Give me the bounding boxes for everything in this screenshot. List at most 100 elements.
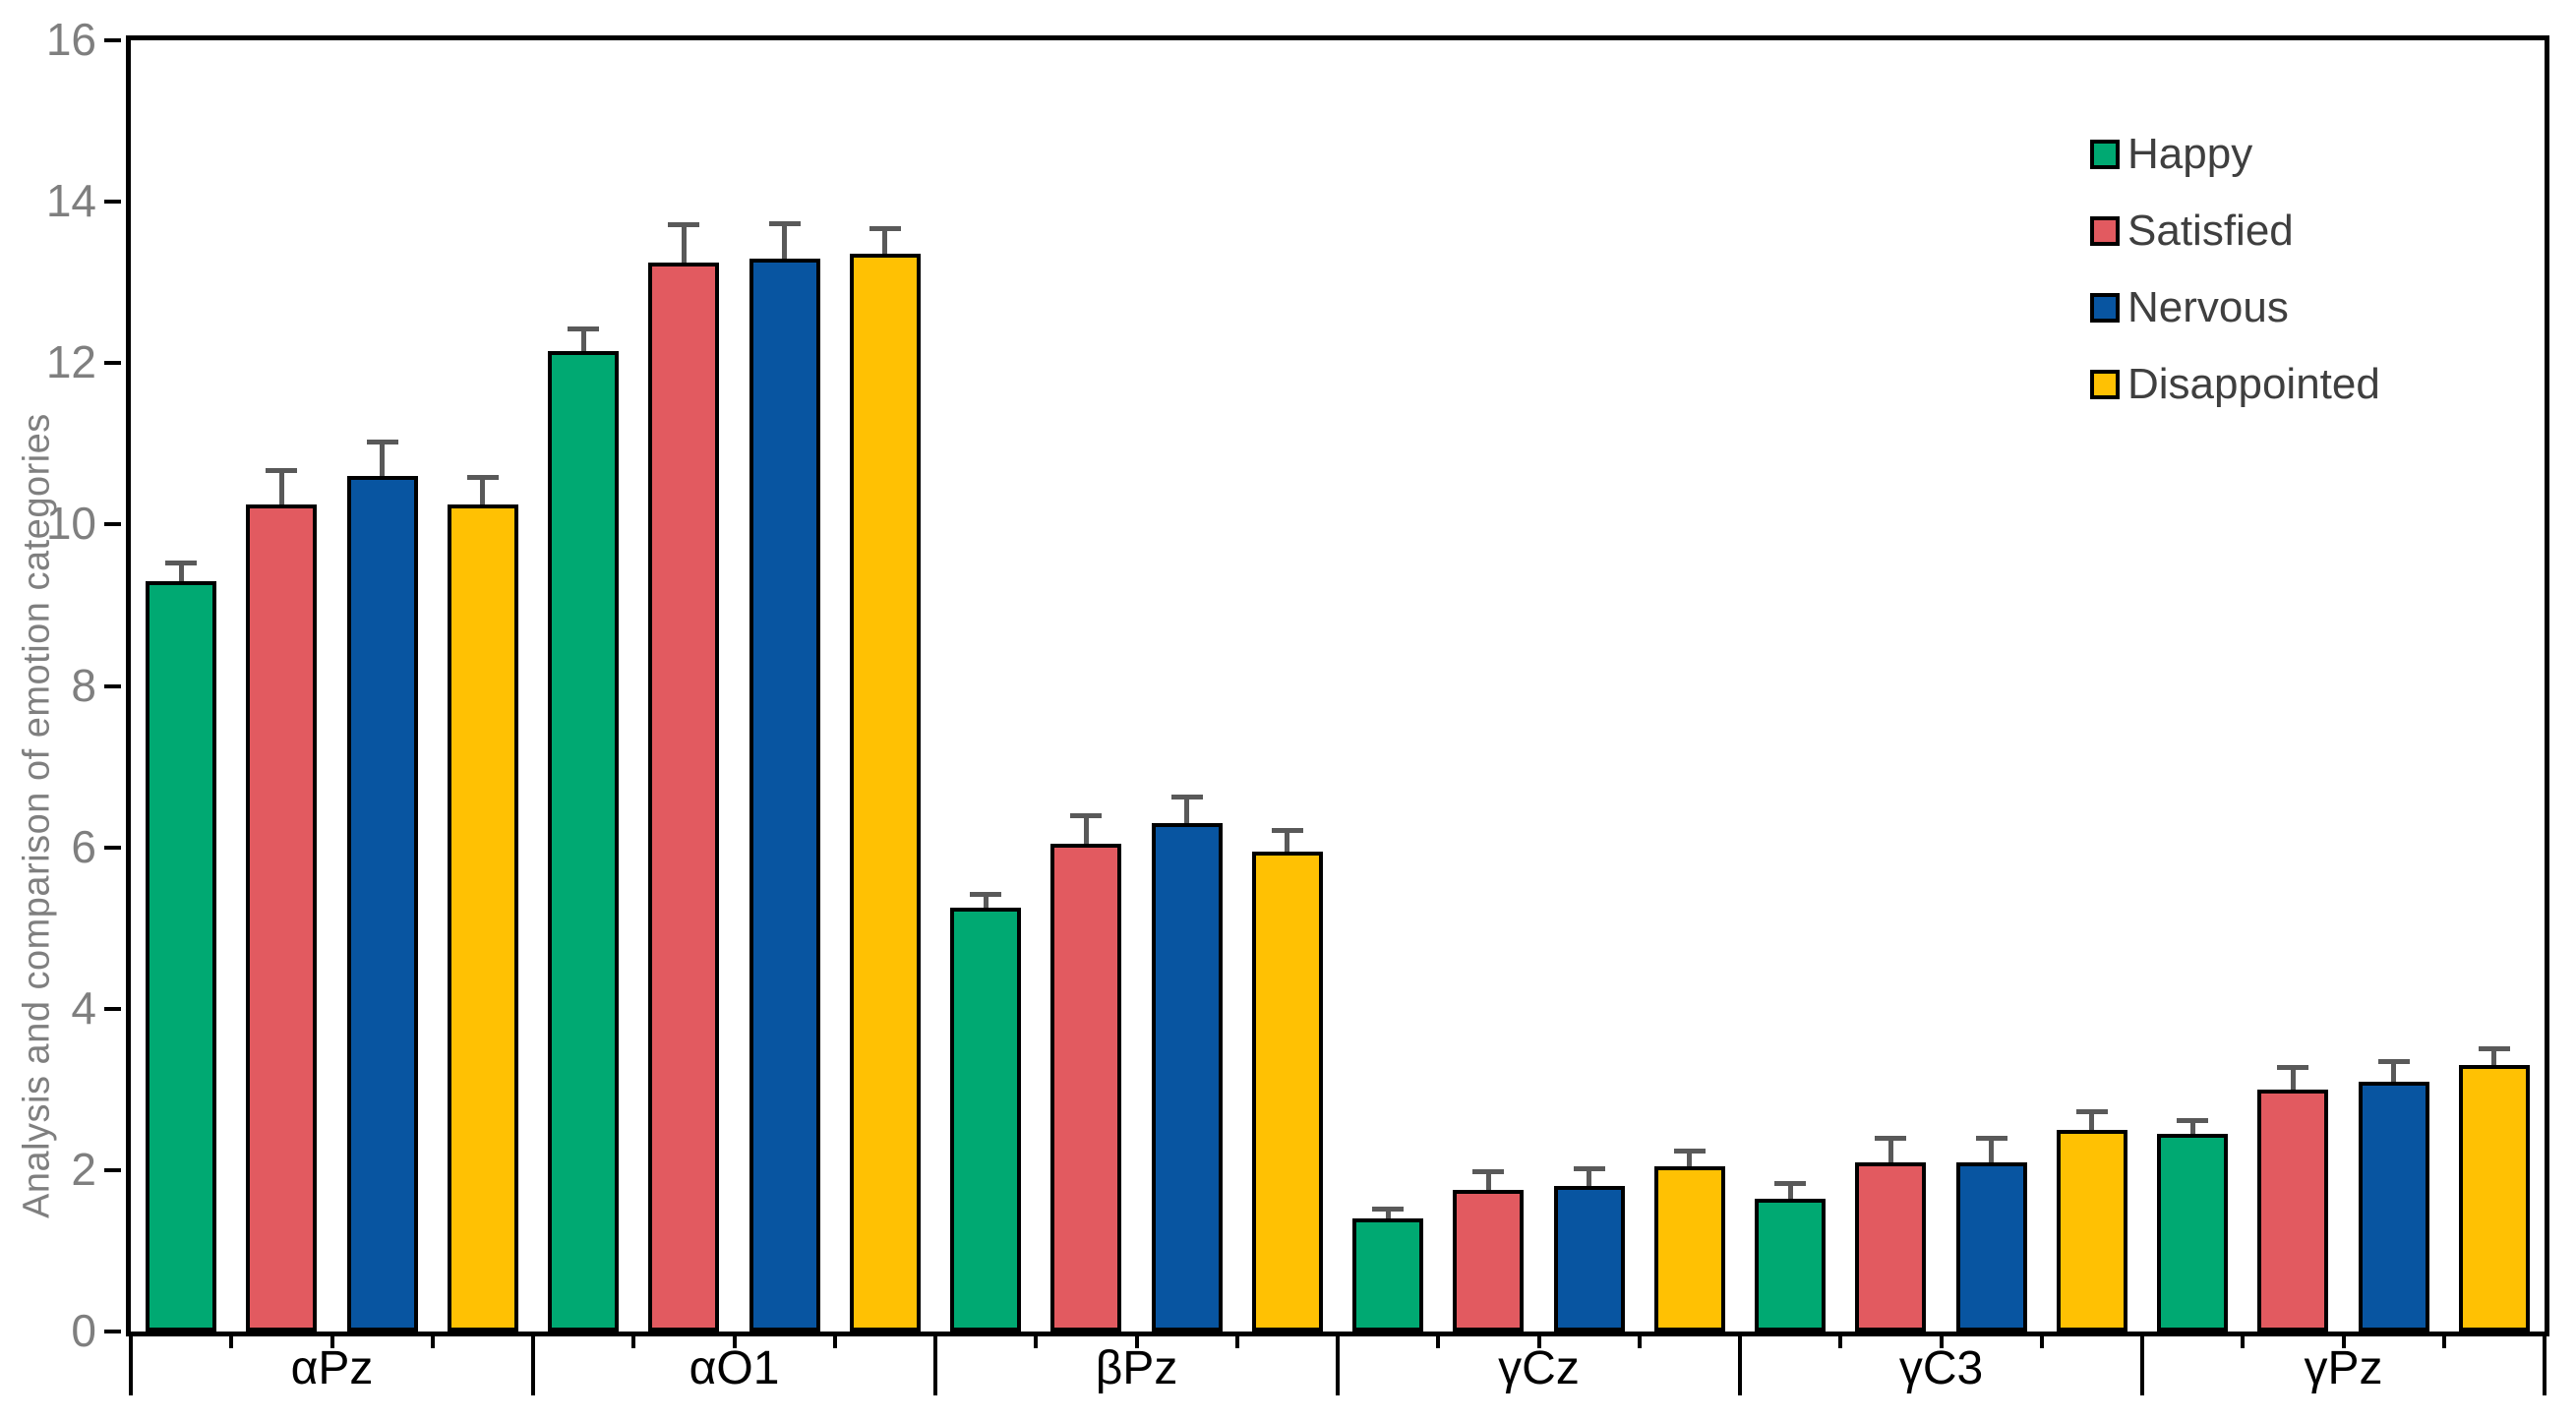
x-axis-group-divider (933, 1332, 937, 1395)
x-axis-minor-tick (631, 1332, 636, 1348)
error-bar-cap-Happy-γC3 (1774, 1180, 1807, 1186)
bar-Disappointed-βPz (1251, 851, 1323, 1332)
x-axis-minor-tick (430, 1332, 435, 1348)
error-bar-stem-Happy-γC3 (1787, 1180, 1793, 1209)
error-bar-cap-Happy-γPz (2177, 1117, 2209, 1123)
error-bar-cap-Nervous-γCz (1573, 1165, 1605, 1171)
y-axis-tick-label: 8 (71, 659, 96, 711)
x-axis-minor-tick (1939, 1332, 1944, 1348)
plot-area: 0 2 4 6 8 10 12 14 16 αPz αO1 βPz γCz γC3 γPz (46, 17, 2549, 1395)
x-axis-minor-tick (229, 1332, 234, 1348)
x-axis-minor-tick (1637, 1332, 1642, 1348)
error-bar-cap-Satisfied-αO1 (668, 221, 700, 227)
bar-Satisfied-βPz (1050, 843, 1122, 1332)
error-bar-cap-Disappointed-γPz (2478, 1045, 2510, 1051)
bar-Happy-γPz (2157, 1133, 2229, 1332)
error-bar-cap-Satisfied-γPz (2277, 1065, 2309, 1071)
legend-item-happy: Happy (2090, 116, 2380, 193)
x-axis-category-label: αO1 (689, 1342, 780, 1394)
legend-marker-disappointed (2090, 370, 2120, 399)
error-bar-stem-Nervous-γCz (1587, 1165, 1592, 1197)
legend-item-satisfied: Satisfied (2090, 193, 2380, 269)
x-axis-category-label: γCz (1498, 1342, 1580, 1394)
bar-Disappointed-γPz (2458, 1065, 2530, 1332)
x-axis-group-divider (2543, 1332, 2546, 1395)
error-bar-cap-Happy-αO1 (568, 326, 600, 332)
bar-Nervous-γC3 (1955, 1161, 2027, 1332)
bar-Nervous-γPz (2358, 1081, 2429, 1332)
error-bar-cap-Disappointed-γC3 (2075, 1108, 2108, 1114)
error-bar-cap-Happy-αPz (165, 561, 198, 566)
error-bar-stem-Disappointed-γCz (1687, 1148, 1693, 1176)
error-bar-stem-Happy-γPz (2189, 1117, 2195, 1144)
bar-Nervous-αPz (346, 476, 418, 1332)
error-bar-cap-Nervous-βPz (1170, 795, 1203, 800)
y-axis-tick-label: 2 (71, 1143, 96, 1195)
x-axis-group-divider (1336, 1332, 1340, 1395)
x-axis-minor-tick (1536, 1332, 1541, 1348)
y-axis-tick (104, 1167, 121, 1172)
error-bar-stem-Nervous-αPz (380, 440, 386, 487)
error-bar-stem-Satisfied-αPz (278, 467, 284, 514)
x-axis-group-divider (2140, 1332, 2144, 1395)
bar-Satisfied-γPz (2257, 1089, 2329, 1332)
x-axis-minor-tick (2039, 1332, 2044, 1348)
y-axis-tick-label: 6 (71, 820, 96, 872)
legend-marker-satisfied (2090, 216, 2120, 246)
error-bar-stem-Nervous-γC3 (1989, 1135, 1995, 1172)
bar-Happy-αPz (146, 580, 217, 1332)
x-axis-minor-tick (732, 1332, 737, 1348)
error-bar-cap-Satisfied-αPz (266, 467, 298, 473)
bar-Disappointed-γC3 (2056, 1129, 2127, 1332)
y-axis-tick-label: 10 (45, 498, 96, 550)
bar-Nervous-γCz (1553, 1186, 1625, 1332)
x-axis-minor-tick (1436, 1332, 1441, 1348)
error-bar-stem-Satisfied-αO1 (681, 221, 687, 272)
y-axis-tick-label: 12 (45, 336, 96, 388)
x-axis-category-label: βPz (1095, 1342, 1178, 1394)
y-axis-tick-label: 16 (45, 14, 96, 65)
y-axis-tick-label: 0 (71, 1305, 96, 1356)
x-axis-minor-tick (832, 1332, 837, 1348)
error-bar-stem-Satisfied-γCz (1485, 1169, 1491, 1201)
y-axis-tick-label: 4 (71, 981, 96, 1034)
y-axis-tick (104, 1006, 121, 1011)
bar-Happy-αO1 (548, 350, 620, 1332)
x-axis-minor-tick (2441, 1332, 2446, 1348)
bar-Satisfied-αO1 (648, 262, 720, 1332)
x-axis-category-label: γPz (2304, 1342, 2383, 1394)
x-axis-group-divider (531, 1332, 535, 1395)
error-bar-stem-Disappointed-αO1 (882, 225, 888, 265)
error-bar-cap-Satisfied-γC3 (1875, 1135, 1907, 1141)
error-bar-cap-Satisfied-γCz (1472, 1169, 1505, 1175)
error-bar-stem-Happy-βPz (983, 891, 988, 918)
error-bar-stem-Happy-αPz (178, 561, 184, 591)
bar-Happy-γC3 (1755, 1198, 1827, 1332)
error-bar-cap-Satisfied-βPz (1070, 813, 1103, 819)
error-bar-stem-Disappointed-γPz (2491, 1045, 2497, 1076)
y-axis-tick (104, 845, 121, 850)
error-bar-cap-Nervous-γPz (2377, 1058, 2410, 1064)
error-bar-cap-Nervous-αO1 (768, 220, 801, 226)
error-bar-stem-Disappointed-γC3 (2089, 1108, 2095, 1140)
legend: Happy Satisfied Nervous Disappointed (2090, 116, 2380, 423)
error-bar-cap-Happy-βPz (970, 891, 1002, 897)
y-axis-tick (104, 683, 121, 688)
legend-label-happy: Happy (2127, 130, 2253, 178)
error-bar-stem-Disappointed-βPz (1285, 827, 1290, 861)
legend-label-disappointed: Disappointed (2127, 360, 2380, 408)
legend-marker-nervous (2090, 293, 2120, 323)
legend-marker-happy (2090, 140, 2120, 169)
bar-Satisfied-αPz (246, 503, 318, 1332)
error-bar-cap-Disappointed-βPz (1271, 827, 1303, 833)
y-axis-tick (104, 361, 121, 366)
x-axis-minor-tick (1234, 1332, 1239, 1348)
x-axis-minor-tick (2341, 1332, 2346, 1348)
bar-Disappointed-αO1 (849, 254, 921, 1332)
legend-label-satisfied: Satisfied (2127, 207, 2294, 255)
legend-item-disappointed: Disappointed (2090, 346, 2380, 423)
bar-Satisfied-γCz (1453, 1190, 1525, 1332)
x-axis-minor-tick (1838, 1332, 1843, 1348)
error-bar-stem-Nervous-βPz (1184, 795, 1190, 834)
